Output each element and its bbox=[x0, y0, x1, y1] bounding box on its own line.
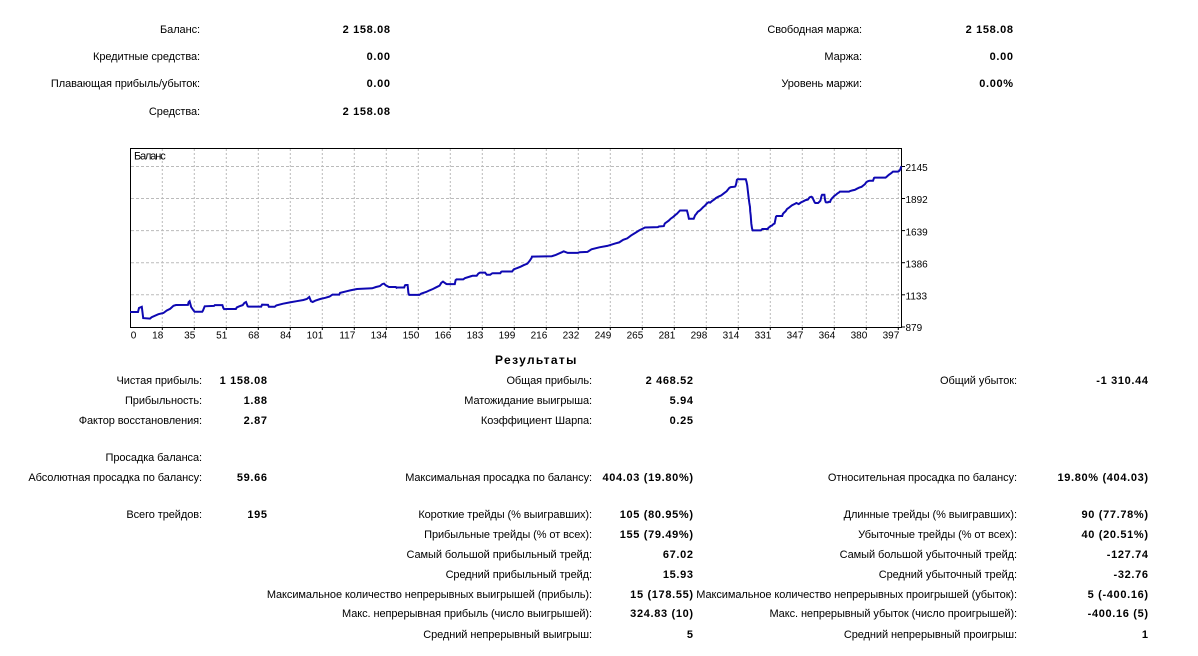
svg-text:1639: 1639 bbox=[906, 227, 929, 238]
svg-text:397: 397 bbox=[883, 331, 900, 342]
svg-text:249: 249 bbox=[595, 331, 612, 342]
svg-text:51: 51 bbox=[216, 331, 228, 342]
svg-text:35: 35 bbox=[184, 331, 196, 342]
svg-text:134: 134 bbox=[371, 331, 388, 342]
svg-text:68: 68 bbox=[248, 331, 260, 342]
svg-text:166: 166 bbox=[435, 331, 452, 342]
svg-text:1386: 1386 bbox=[906, 259, 929, 270]
svg-text:281: 281 bbox=[659, 331, 676, 342]
svg-text:265: 265 bbox=[627, 331, 644, 342]
svg-text:84: 84 bbox=[280, 331, 292, 342]
svg-text:331: 331 bbox=[755, 331, 772, 342]
svg-text:232: 232 bbox=[563, 331, 580, 342]
svg-text:183: 183 bbox=[467, 331, 484, 342]
svg-text:2145: 2145 bbox=[906, 163, 929, 174]
svg-text:347: 347 bbox=[787, 331, 804, 342]
svg-text:Баланс: Баланс bbox=[134, 151, 166, 163]
svg-text:364: 364 bbox=[819, 331, 836, 342]
svg-text:314: 314 bbox=[723, 331, 740, 342]
svg-text:298: 298 bbox=[691, 331, 708, 342]
svg-text:380: 380 bbox=[851, 331, 868, 342]
svg-text:117: 117 bbox=[339, 331, 355, 342]
svg-text:216: 216 bbox=[531, 331, 548, 342]
svg-text:150: 150 bbox=[403, 331, 420, 342]
svg-text:879: 879 bbox=[906, 323, 923, 334]
svg-text:101: 101 bbox=[307, 331, 324, 342]
svg-text:18: 18 bbox=[152, 331, 164, 342]
svg-text:1133: 1133 bbox=[906, 292, 928, 303]
svg-text:199: 199 bbox=[499, 331, 516, 342]
svg-text:0: 0 bbox=[131, 331, 137, 342]
svg-text:1892: 1892 bbox=[906, 195, 929, 206]
